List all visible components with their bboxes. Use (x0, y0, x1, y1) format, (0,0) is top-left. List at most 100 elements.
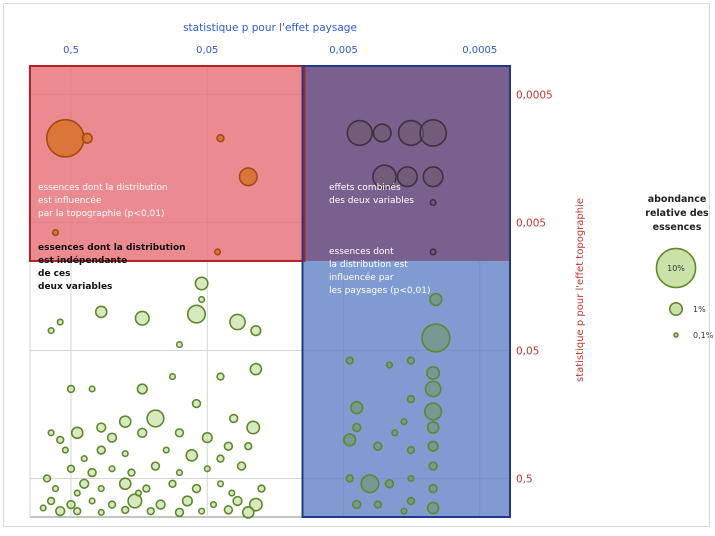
data-point (400, 507, 408, 515)
data-point (384, 479, 395, 489)
data-point (51, 228, 60, 237)
landscape-region-label: essences dont la distribution est influenc… (329, 247, 430, 296)
data-point (428, 461, 438, 471)
data-point (429, 292, 443, 307)
legend-title-line: relative des (645, 208, 709, 219)
data-point (121, 450, 129, 458)
data-point (185, 449, 199, 462)
data-point (150, 461, 161, 471)
data-point (96, 445, 106, 455)
data-point (216, 480, 225, 488)
data-point (400, 418, 408, 426)
topography-region-border (29, 65, 306, 262)
data-point (47, 327, 55, 335)
data-point (134, 310, 150, 326)
data-point (194, 276, 209, 291)
data-point (46, 496, 56, 506)
data-point (244, 442, 253, 451)
data-point (175, 469, 184, 477)
data-point (248, 497, 263, 512)
legend-label: 0,1% (693, 331, 714, 340)
data-point (66, 499, 76, 510)
data-point (406, 356, 416, 365)
right-axis-tick-label: 0,005 (516, 217, 546, 229)
data-point (229, 313, 246, 331)
data-point (345, 356, 354, 365)
data-point (56, 318, 64, 326)
data-point (419, 118, 448, 147)
data-point (346, 119, 373, 147)
data-point (241, 506, 255, 519)
landscape-region-border (301, 65, 512, 518)
data-point (249, 362, 263, 376)
data-point (424, 380, 442, 398)
data-point (198, 295, 206, 304)
data-point (360, 474, 380, 494)
data-point (391, 429, 399, 437)
data-point (47, 429, 55, 437)
data-point (246, 420, 261, 435)
data-point (406, 445, 416, 455)
independent-region-label: essences dont la distribution est indépen… (38, 243, 186, 292)
data-point (228, 413, 239, 424)
legend-title-line: essences (652, 222, 702, 233)
data-point (345, 474, 354, 483)
data-point (385, 361, 394, 369)
data-point (429, 199, 437, 207)
legend-label: 10% (667, 264, 685, 273)
right-axis-tick-label: 0,05 (516, 345, 539, 357)
data-point (232, 495, 243, 507)
data-point (198, 507, 206, 515)
data-point (352, 499, 362, 510)
data-point (236, 461, 247, 471)
data-point (96, 422, 107, 433)
data-point (55, 505, 66, 517)
right-axis-tick-label: 0,0005 (516, 89, 553, 101)
data-point (87, 467, 97, 478)
legend-title-line: abondance (647, 194, 707, 205)
data-point (174, 507, 185, 518)
top-axis-tick-label: 0,05 (196, 45, 218, 56)
data-point (107, 500, 117, 509)
data-point (61, 446, 69, 454)
data-point (66, 384, 76, 394)
data-point (137, 427, 148, 439)
data-point (80, 455, 88, 463)
data-point (127, 468, 136, 477)
topography-region-label: essences dont la distribution est influen… (38, 183, 168, 219)
data-point (191, 398, 202, 409)
data-point (42, 474, 52, 483)
data-point (428, 483, 438, 494)
data-point (373, 500, 383, 509)
data-point (118, 415, 132, 429)
data-point (174, 428, 185, 438)
data-point (155, 499, 166, 510)
legend-marker (673, 332, 679, 338)
data-point (56, 435, 65, 445)
right-axis-label: statistique p pour l'effet topographie (575, 198, 586, 382)
top-axis-tick-label: 0,0005 (462, 45, 497, 56)
data-point (97, 485, 105, 493)
data-point (214, 248, 222, 256)
data-point (223, 505, 234, 515)
data-point (81, 132, 93, 144)
data-point (396, 166, 418, 188)
data-point (175, 341, 184, 349)
data-point (426, 421, 440, 434)
data-point (426, 501, 440, 515)
data-point (88, 497, 96, 505)
data-point (45, 118, 85, 158)
data-point (73, 506, 82, 516)
data-point (142, 484, 151, 493)
data-point (423, 402, 443, 421)
data-point (350, 401, 364, 415)
data-point (73, 489, 81, 497)
data-point (421, 323, 451, 353)
data-point (201, 432, 213, 444)
data-point (168, 373, 177, 381)
data-point (127, 493, 143, 509)
data-point (372, 123, 392, 143)
data-point (203, 465, 211, 473)
